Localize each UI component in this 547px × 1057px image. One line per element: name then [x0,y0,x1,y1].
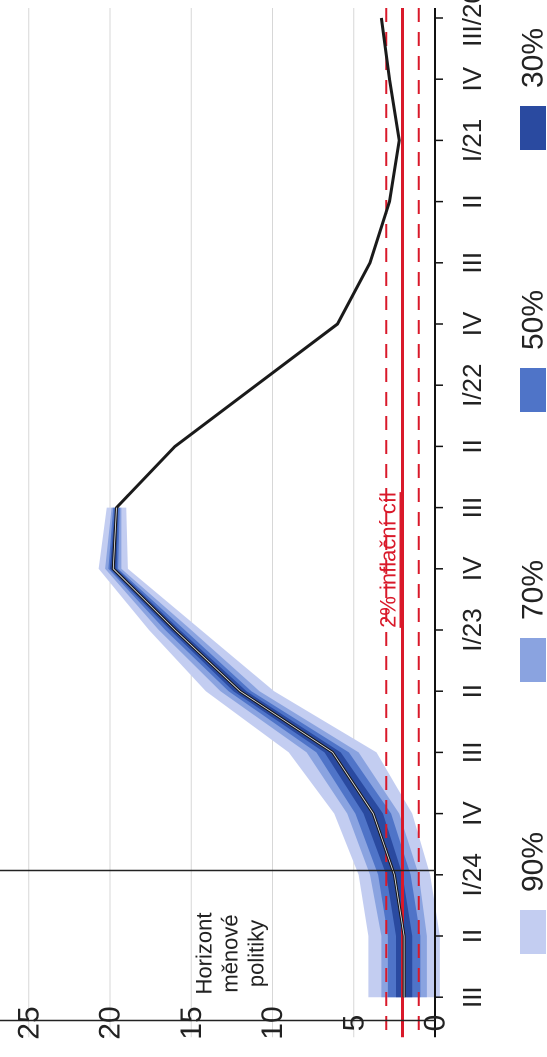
x-tick-label: III [457,986,487,1008]
target-label: 2% inflační cíl [376,492,401,628]
y-tick-label: 0 [419,1015,452,1032]
legend-label: 50% [517,290,547,350]
x-tick-label: I/21 [457,119,487,162]
horizon-label: Horizont [192,913,217,995]
legend-label: 90% [517,832,547,892]
y-tick-label: 5 [337,1015,370,1032]
x-tick-label: IV [457,801,487,826]
legend-swatch [520,910,546,954]
x-tick-label: III [457,742,487,764]
legend: 90% 70% 50% 30% [517,28,547,954]
x-tick-label: I/24 [457,853,487,896]
x-tick-label: II [457,439,487,453]
horizon-label: politiky [244,920,269,987]
y-tick-label: 10 [256,1006,289,1039]
legend-swatch [520,368,546,412]
x-tick-label: IV [457,66,487,91]
x-tick-label: II [457,194,487,208]
y-tick-label: 25 [12,1006,45,1039]
x-tick-label: III [457,252,487,274]
x-tick-label: III [457,497,487,519]
y-tick-label: 20 [94,1006,127,1039]
gridlines [29,8,354,1037]
x-tick-label: IV [457,311,487,336]
x-tick-label: I/22 [457,364,487,407]
x-tick-label: II [457,684,487,698]
y-tick-label: 15 [175,1006,208,1039]
x-tick-label: I/23 [457,608,487,651]
x-tick-label: II [457,929,487,943]
horizon-label: měnové [218,914,243,992]
legend-swatch [520,106,546,150]
legend-swatch [520,638,546,682]
x-tick-label: III/20 [457,0,487,47]
legend-label: 30% [517,28,547,88]
legend-label: 70% [517,560,547,620]
x-tick-label: IV [457,556,487,581]
